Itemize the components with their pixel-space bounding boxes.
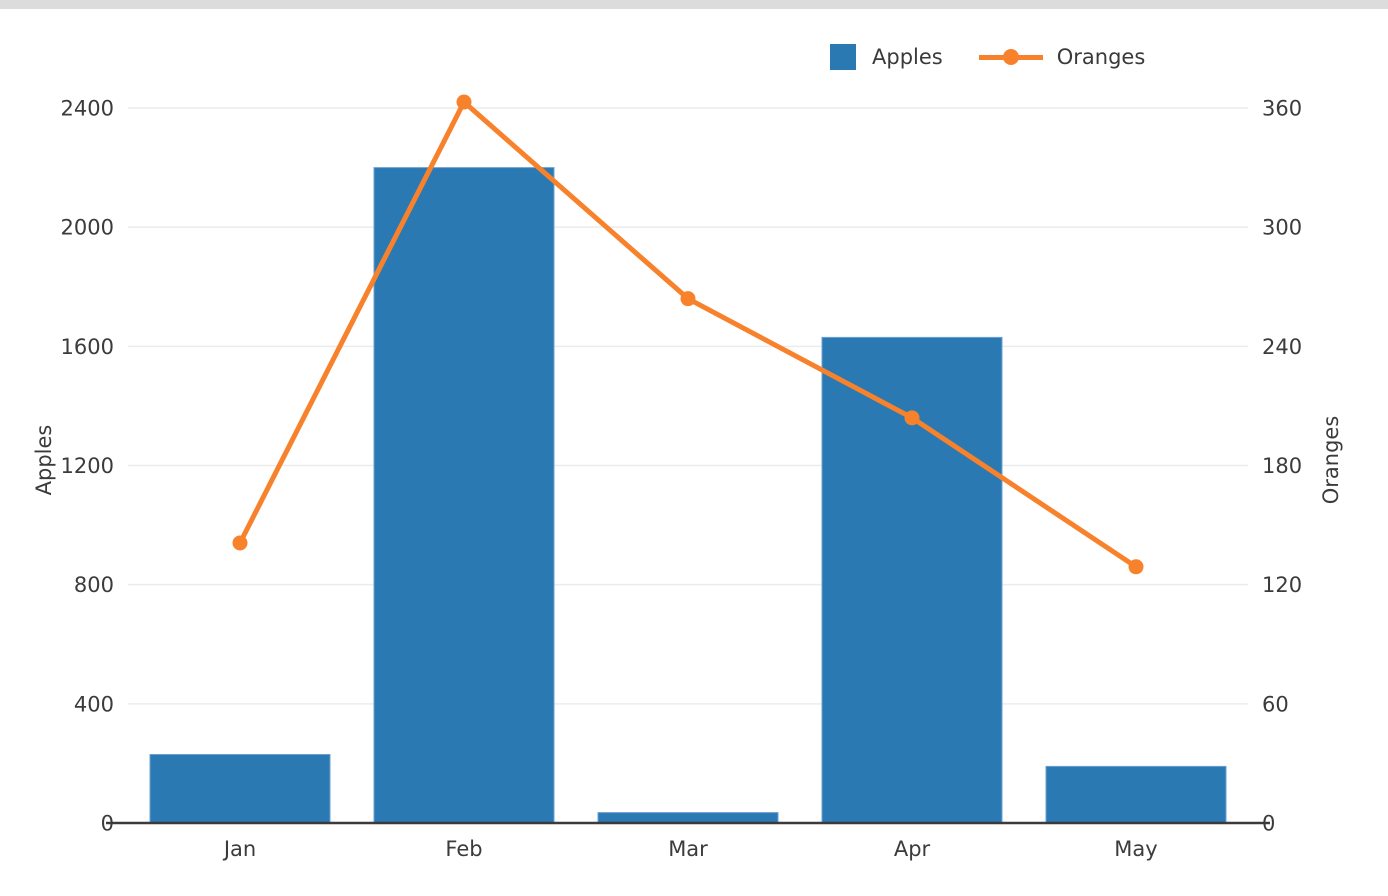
x-tick-label-mar: Mar	[668, 837, 708, 861]
bar-jan[interactable]	[149, 753, 331, 824]
x-tick-label-may: May	[1114, 837, 1157, 861]
window-edge	[0, 0, 1388, 9]
left-tick-label: 2400	[61, 97, 114, 121]
line-marker-feb[interactable]	[456, 94, 472, 110]
line-marker-mar[interactable]	[680, 291, 696, 307]
x-tick-label-feb: Feb	[445, 837, 482, 861]
line-marker-may[interactable]	[1128, 559, 1144, 575]
left-tick-label: 1200	[61, 454, 114, 478]
bar-mar[interactable]	[597, 812, 779, 824]
line-marker-jan[interactable]	[232, 535, 248, 551]
left-tick-label: 1600	[61, 335, 114, 359]
legend-label-oranges: Oranges	[1056, 44, 1146, 69]
left-axis-title: Apples	[32, 424, 56, 496]
right-tick-label: 180	[1262, 454, 1302, 478]
line-dot-icon	[978, 49, 1043, 65]
marker-dot-icon	[1002, 49, 1019, 65]
left-tick-label: 0	[101, 812, 114, 836]
left-tick-label: 2000	[61, 216, 114, 240]
right-tick-label: 120	[1262, 573, 1302, 597]
bar-may[interactable]	[1045, 765, 1227, 824]
right-tick-label: 0	[1262, 812, 1275, 836]
left-tick-label: 400	[74, 692, 114, 716]
x-tick-label-apr: Apr	[894, 837, 931, 861]
swatch-icon	[830, 44, 856, 70]
legend-item-oranges[interactable]: Oranges	[943, 44, 1146, 69]
legend: Apples Oranges	[830, 42, 1145, 72]
right-tick-label: 60	[1262, 692, 1289, 716]
right-tick-label: 300	[1262, 216, 1302, 240]
legend-label-apples: Apples	[872, 44, 943, 69]
x-tick-label-jan: Jan	[222, 837, 256, 861]
right-axis-title: Oranges	[1319, 415, 1343, 505]
legend-item-apples[interactable]: Apples	[830, 44, 943, 70]
bar-apr[interactable]	[821, 336, 1003, 824]
right-tick-label: 240	[1262, 335, 1302, 359]
bar-feb[interactable]	[373, 167, 555, 824]
line-marker-apr[interactable]	[904, 410, 920, 426]
right-tick-label: 360	[1262, 97, 1302, 121]
left-tick-label: 800	[74, 573, 114, 597]
